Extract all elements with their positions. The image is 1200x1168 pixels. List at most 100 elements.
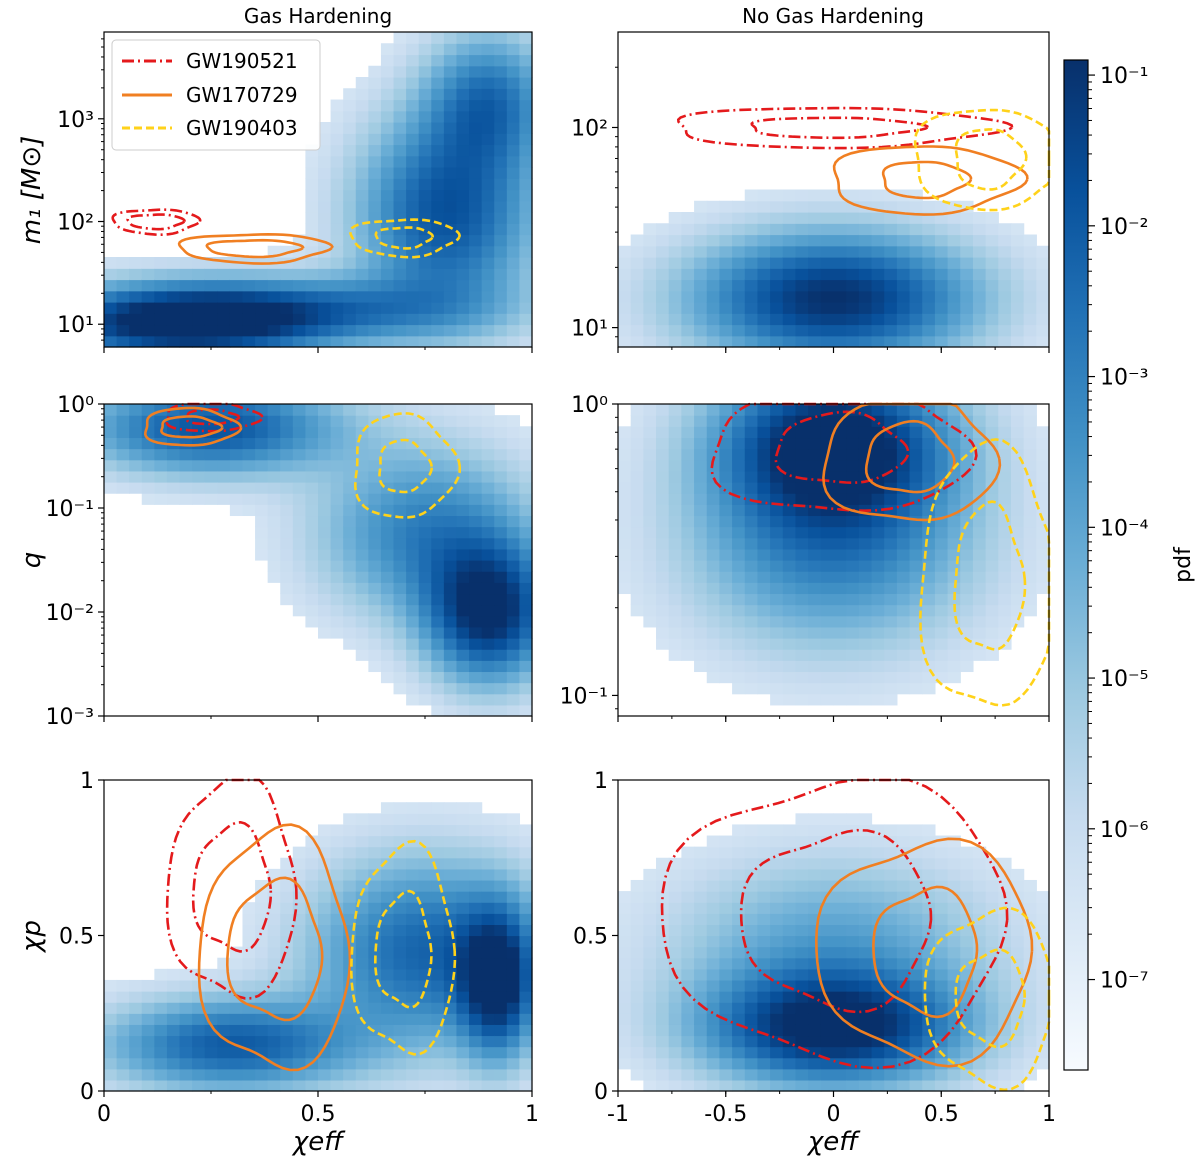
heatmap-cell (330, 493, 344, 505)
heatmap-cell (896, 234, 911, 247)
heatmap-cell (896, 1079, 911, 1092)
heatmap-cell (443, 979, 458, 992)
heatmap-cell (656, 604, 670, 617)
heatmap-cell (947, 426, 961, 439)
heatmap-cell (1010, 335, 1025, 348)
heatmap-cell (960, 526, 974, 539)
heatmap-cell (431, 924, 445, 937)
heatmap-cell (494, 879, 508, 892)
heatmap-cell (795, 615, 809, 628)
heatmap-cell (934, 968, 949, 981)
heatmap-cell (985, 1024, 999, 1037)
heatmap-cell (922, 426, 936, 439)
heatmap-cell (494, 1079, 508, 1092)
heatmap-cell (782, 824, 797, 837)
heatmap-cell (757, 223, 771, 236)
heatmap-cell (406, 537, 420, 550)
heatmap-cell (820, 459, 835, 472)
heatmap-cell (431, 32, 445, 44)
heatmap-cell (368, 178, 382, 191)
heatmap-cell (506, 548, 521, 561)
heatmap-cell (305, 1035, 319, 1048)
heatmap-cell (380, 459, 395, 472)
heatmap-cell (1036, 1024, 1050, 1037)
heatmap-cell (431, 515, 445, 528)
heatmap-cell (795, 313, 809, 326)
heatmap-cell (884, 671, 898, 684)
heatmap-cell (443, 122, 458, 134)
heatmap-cell (330, 167, 344, 179)
heatmap-cell (643, 868, 657, 881)
heatmap-cell (494, 846, 508, 859)
heatmap-cell (494, 913, 508, 925)
heatmap-cell (630, 957, 644, 970)
heatmap-cell (668, 245, 682, 258)
heatmap-cell (770, 857, 784, 870)
heatmap-cell (820, 437, 835, 450)
heatmap-cell (154, 1013, 168, 1025)
heatmap-cell (909, 946, 923, 959)
heatmap-cell (922, 638, 936, 650)
x-tick-label: 0 (827, 1102, 841, 1127)
heatmap-cell (782, 604, 797, 617)
heatmap-cell (192, 470, 206, 483)
heatmap-cell (972, 604, 987, 617)
heatmap-cell (618, 1024, 632, 1037)
heatmap-cell (280, 935, 294, 948)
heatmap-cell (770, 626, 784, 639)
heatmap-cell (418, 924, 432, 937)
heatmap-cell (1036, 268, 1050, 281)
heatmap-cell (909, 913, 923, 925)
heatmap-cell (719, 335, 733, 348)
heatmap-cell (668, 924, 682, 937)
heatmap-cell (782, 257, 797, 269)
heatmap-cell (985, 548, 999, 561)
heatmap-cell (305, 290, 319, 303)
heatmap-cell (808, 615, 822, 628)
heatmap-cell (808, 482, 822, 494)
heatmap-cell (744, 891, 759, 903)
heatmap-cell (782, 245, 797, 258)
heatmap-cell (242, 957, 256, 970)
heatmap-cell (154, 493, 168, 505)
heatmap-cell (782, 290, 797, 303)
heatmap-cell (770, 404, 784, 416)
heatmap-cell (469, 1057, 483, 1070)
heatmap-cell (380, 189, 395, 202)
heatmap-cell (355, 1046, 369, 1059)
heatmap-cell (393, 682, 407, 695)
heatmap-cell (242, 1079, 256, 1092)
heatmap-cell (217, 426, 231, 439)
heatmap-cell (884, 1024, 898, 1037)
heatmap-cell (519, 313, 533, 326)
heatmap-cell (643, 560, 657, 572)
heatmap-cell (1023, 560, 1037, 572)
heatmap-cell (393, 65, 407, 78)
heatmap-cell (393, 1068, 407, 1081)
heatmap-cell (833, 638, 847, 650)
heatmap-cell (960, 946, 974, 959)
heatmap-cell (960, 459, 974, 472)
heatmap-cell (757, 504, 771, 517)
heatmap-cell (255, 459, 269, 472)
heatmap-cell (343, 88, 357, 101)
heatmap-cell (267, 279, 281, 292)
heatmap-cell (630, 234, 644, 247)
heatmap-cell (820, 868, 835, 881)
heatmap-cell (393, 257, 407, 269)
heatmap-cell (229, 482, 244, 494)
heatmap-cell (154, 268, 168, 281)
heatmap-cell (141, 302, 155, 314)
heatmap-cell (820, 426, 835, 439)
heatmap-cell (217, 957, 231, 970)
heatmap-cell (960, 448, 974, 461)
heatmap-cell (129, 335, 143, 348)
heatmap-cell (719, 560, 733, 572)
heatmap-cell (292, 1035, 307, 1048)
heatmap-cell (431, 560, 445, 572)
heatmap-cell (355, 582, 369, 595)
heatmap-cell (972, 313, 987, 326)
heatmap-cell (643, 313, 657, 326)
heatmap-cell (443, 615, 458, 628)
heatmap-cell (820, 404, 835, 416)
